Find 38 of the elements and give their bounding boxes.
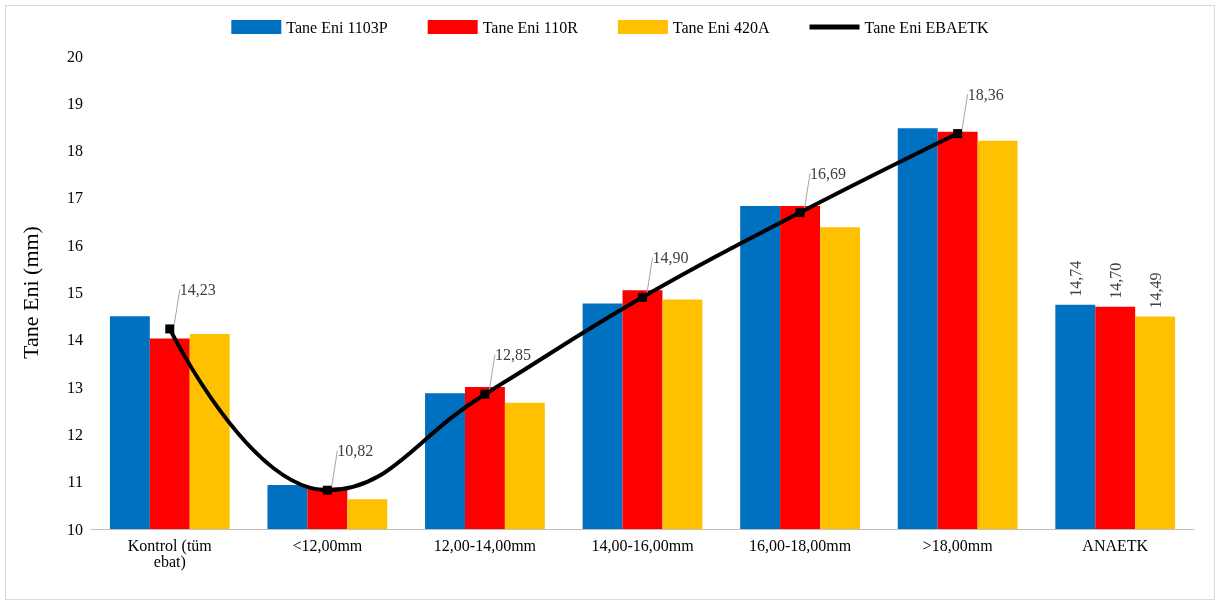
legend-label: Tane Eni EBAETK	[864, 18, 990, 36]
point	[322, 485, 332, 495]
y-tick-label: 12	[67, 425, 83, 443]
y-tick-label: 14	[67, 331, 83, 349]
data-label: 18,36	[967, 85, 1004, 103]
x-tick-label: >18,00mm	[922, 536, 994, 554]
y-tick-label: 20	[67, 47, 83, 65]
x-tick-label: 12,00-14,00mm	[433, 536, 537, 554]
y-axis-title: Tane Eni (mm)	[17, 226, 43, 359]
data-label: 14,90	[652, 249, 689, 267]
point	[638, 292, 647, 302]
point	[795, 208, 805, 218]
data-label: 14,70	[1106, 262, 1124, 299]
x-tick-label: 14,00-16,00mm	[591, 536, 695, 554]
x-tick-label: <12,00mm	[292, 536, 363, 554]
data-label: 10,82	[337, 442, 374, 460]
y-tick-label: 16	[67, 236, 83, 254]
x-tick-label: 16,00-18,00mm	[748, 536, 852, 554]
data-label: 12,85	[494, 346, 531, 364]
y-tick-label: 11	[67, 473, 83, 491]
legend-label: Tane Eni 420A	[672, 18, 770, 36]
data-label: 16,69	[810, 164, 847, 182]
x-tick-label: ANAETK	[1082, 536, 1149, 554]
y-tick-label: 19	[67, 94, 83, 112]
point	[165, 324, 175, 334]
y-tick-label: 15	[67, 284, 83, 301]
data-label: 14,23	[179, 280, 216, 298]
point	[480, 389, 490, 399]
data-label: 14,49	[1146, 272, 1164, 309]
y-tick-label: 17	[67, 189, 83, 207]
data-label: 14,74	[1066, 260, 1084, 297]
y-tick-label: 18	[67, 142, 83, 160]
legend-label: Tane Eni 1103P	[286, 18, 388, 36]
point	[953, 129, 963, 139]
x-tick-label: Kontrol (tüm ebat)	[127, 536, 213, 571]
legend-label: Tane Eni 110R	[482, 18, 579, 36]
y-tick-label: 10	[67, 520, 83, 538]
y-tick-label: 13	[67, 378, 83, 396]
